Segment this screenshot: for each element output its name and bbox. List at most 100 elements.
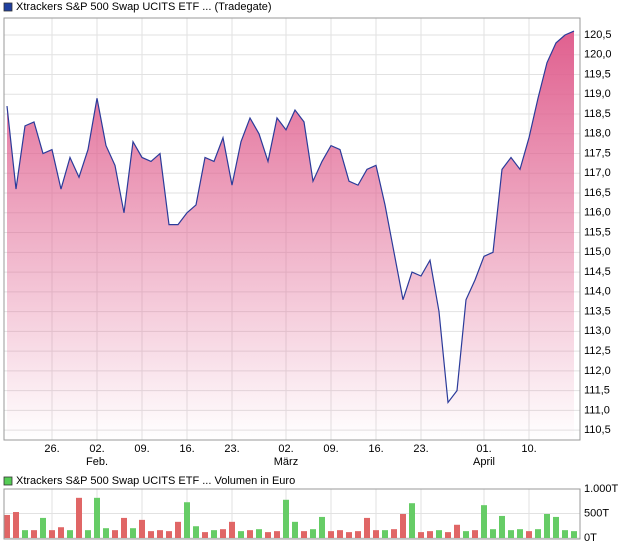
y-tick-label: 117,5 [584, 147, 611, 159]
bar [202, 532, 208, 538]
area [7, 31, 574, 440]
y-tick-label: 1.000T [584, 483, 619, 495]
month-label: April [473, 456, 495, 468]
legend-label: Xtrackers S&P 500 Swap UCITS ETF ... Vol… [16, 475, 295, 487]
y-tick-label: 111,0 [584, 404, 610, 416]
bar [94, 497, 100, 538]
y-tick-label: 111,5 [584, 385, 610, 397]
y-tick-label: 500T [584, 507, 609, 519]
y-tick-label: 112,5 [584, 345, 611, 357]
bar [193, 526, 199, 538]
x-tick-label: 26. [44, 443, 59, 455]
bar [535, 529, 541, 538]
bar [490, 529, 496, 538]
bar [211, 530, 217, 538]
month-label: März [274, 456, 298, 468]
x-tick-label: 02. [89, 443, 104, 455]
y-tick-label: 116,0 [584, 207, 611, 219]
y-tick-label: 114,5 [584, 266, 611, 278]
bar [85, 530, 91, 538]
x-tick-label: 01. [476, 443, 491, 455]
y-tick-label: 120,0 [584, 49, 612, 61]
bar [49, 530, 55, 538]
bar [247, 530, 253, 538]
bar [445, 532, 451, 538]
y-tick-label: 118,5 [584, 108, 611, 120]
bar [526, 531, 532, 538]
bar [463, 531, 469, 538]
month-label: Feb. [86, 456, 108, 468]
bar [112, 530, 118, 538]
legend-swatch [3, 2, 13, 12]
bar [364, 517, 370, 538]
bar [67, 530, 73, 538]
bar [346, 532, 352, 538]
bar [391, 529, 397, 538]
x-tick-label: 09. [323, 443, 338, 455]
bar [409, 503, 415, 538]
bar [571, 531, 577, 538]
legend-swatch [3, 476, 13, 486]
bar [166, 531, 172, 538]
y-tick-label: 119,0 [584, 88, 611, 100]
bar [103, 528, 109, 538]
line [6, 30, 575, 405]
bar [121, 517, 127, 538]
bar [238, 531, 244, 538]
y-tick-label: 112,0 [584, 365, 611, 377]
bar [553, 516, 559, 538]
y-tick-label: 110,5 [584, 424, 611, 436]
y-tick-label: 115,5 [584, 226, 611, 238]
bar [328, 531, 334, 538]
x-tick-label: 16. [368, 443, 383, 455]
legend-label: Xtrackers S&P 500 Swap UCITS ETF ... (Tr… [16, 1, 272, 13]
bar [373, 530, 379, 538]
bar [265, 532, 271, 538]
x-tick-label: 16. [179, 443, 194, 455]
bar [76, 497, 82, 538]
bar [301, 531, 307, 538]
plot-frame [3, 17, 581, 441]
bar [229, 521, 235, 538]
bar [220, 529, 226, 538]
bar [400, 513, 406, 538]
bar [355, 531, 361, 538]
bar [22, 530, 28, 538]
bar [58, 527, 64, 538]
bar [544, 513, 550, 538]
y-tick-label: 116,5 [584, 187, 611, 199]
y-tick-label: 119,5 [584, 68, 611, 80]
bar [256, 529, 262, 538]
x-tick-label: 23. [413, 443, 428, 455]
y-tick-label: 120,5 [584, 29, 612, 41]
bar [472, 530, 478, 538]
bar [481, 505, 487, 538]
bar [337, 530, 343, 538]
y-tick-label: 118,0 [584, 128, 611, 140]
bar [418, 532, 424, 538]
y-tick-label: 113,5 [584, 305, 611, 317]
x-tick-label: 23. [224, 443, 239, 455]
bar [427, 531, 433, 538]
y-tick-label: 117,0 [584, 167, 611, 179]
y-tick-label: 0T [584, 532, 597, 544]
bar [274, 531, 280, 538]
bar [310, 529, 316, 538]
bar [139, 519, 145, 538]
bar [148, 531, 154, 538]
bar [4, 514, 10, 538]
bar [40, 517, 46, 538]
bar [175, 521, 181, 538]
bar [157, 530, 163, 538]
bar [508, 530, 514, 538]
y-tick-label: 113,0 [584, 325, 611, 337]
bar [319, 516, 325, 538]
bar [283, 499, 289, 538]
x-tick-label: 09. [134, 443, 149, 455]
bar [382, 530, 388, 538]
bar [184, 502, 190, 538]
bar [436, 530, 442, 538]
x-tick-label: 02. [278, 443, 293, 455]
